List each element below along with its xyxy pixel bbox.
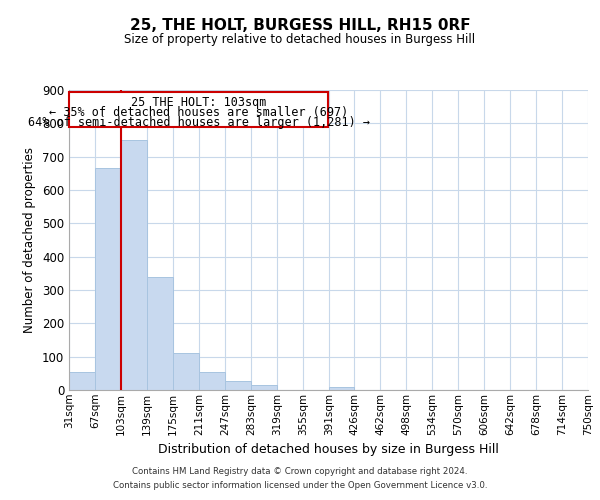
Text: 64% of semi-detached houses are larger (1,281) →: 64% of semi-detached houses are larger (… (28, 116, 370, 130)
Text: Contains public sector information licensed under the Open Government Licence v3: Contains public sector information licen… (113, 481, 487, 490)
X-axis label: Distribution of detached houses by size in Burgess Hill: Distribution of detached houses by size … (158, 443, 499, 456)
Bar (329, 388, 354, 390)
Bar (251, 385, 277, 390)
Bar (69, 92, 328, 126)
Text: ← 35% of detached houses are smaller (697): ← 35% of detached houses are smaller (69… (49, 106, 348, 120)
Bar (69, 372, 95, 390)
Bar (95, 168, 121, 390)
Bar (121, 140, 147, 390)
Bar (199, 372, 225, 390)
Text: Contains HM Land Registry data © Crown copyright and database right 2024.: Contains HM Land Registry data © Crown c… (132, 467, 468, 476)
Bar (173, 354, 199, 390)
Text: 25, THE HOLT, BURGESS HILL, RH15 0RF: 25, THE HOLT, BURGESS HILL, RH15 0RF (130, 18, 470, 32)
Bar (147, 278, 173, 390)
Y-axis label: Number of detached properties: Number of detached properties (23, 147, 37, 333)
Text: 25 THE HOLT: 103sqm: 25 THE HOLT: 103sqm (131, 96, 266, 110)
Bar (225, 380, 251, 390)
Text: Size of property relative to detached houses in Burgess Hill: Size of property relative to detached ho… (124, 32, 476, 46)
